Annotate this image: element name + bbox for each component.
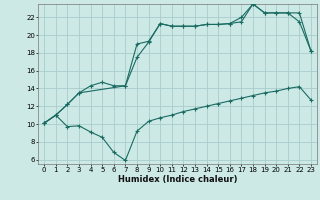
X-axis label: Humidex (Indice chaleur): Humidex (Indice chaleur) [118, 175, 237, 184]
